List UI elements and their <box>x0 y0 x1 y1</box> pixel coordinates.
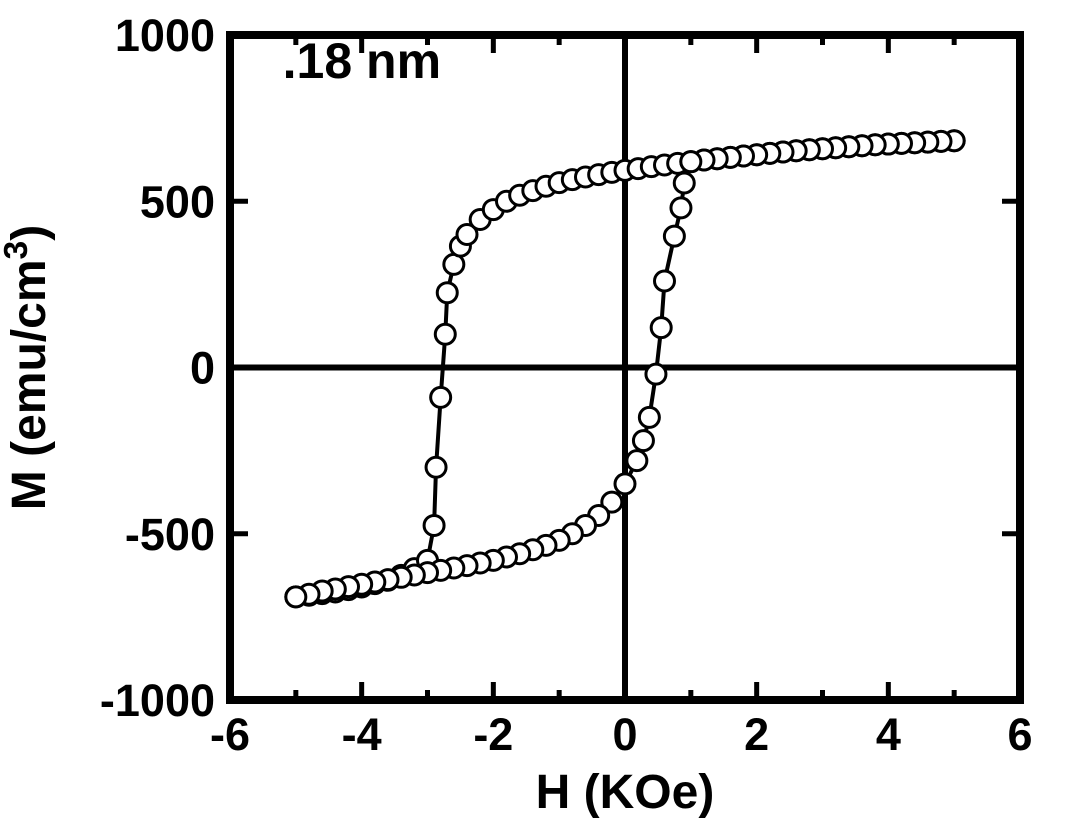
y-tick-label: 1000 <box>115 10 215 61</box>
y-tick-label: -500 <box>125 509 215 560</box>
y-tick-label: 0 <box>190 343 215 394</box>
x-tick-label: -2 <box>473 709 513 760</box>
hysteresis-chart: -6 -4 -2 0 2 4 6 -1000 -500 0 500 1000 H (KOe) M (emu… <box>0 0 1067 828</box>
x-tick-label: 2 <box>744 709 769 760</box>
x-axis-label: H (KOe) <box>536 766 715 819</box>
y-tick-label: 500 <box>140 176 215 227</box>
x-tick-label: -6 <box>210 709 250 760</box>
y-tick-label: -1000 <box>100 675 215 726</box>
annotation-text: .18 nm <box>283 33 441 89</box>
x-tick-label: -4 <box>342 709 382 760</box>
x-tick-label: 6 <box>1007 709 1032 760</box>
y-axis-label: M (emu/cm3) <box>0 225 56 510</box>
x-tick-label: 4 <box>876 709 901 760</box>
x-tick-label: 0 <box>612 709 637 760</box>
chart-svg: -6 -4 -2 0 2 4 6 -1000 -500 0 500 1000 H (KOe) M (emu… <box>0 0 1067 828</box>
